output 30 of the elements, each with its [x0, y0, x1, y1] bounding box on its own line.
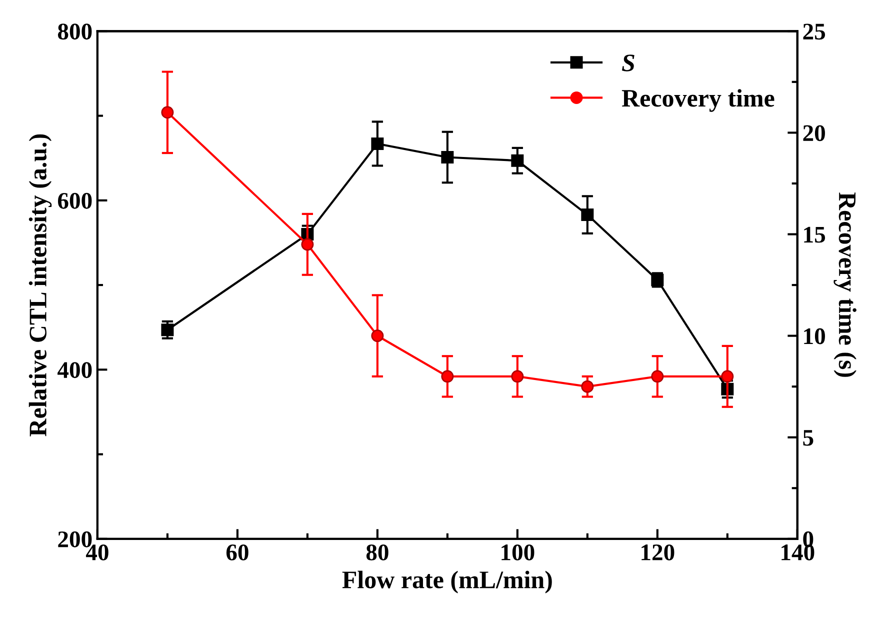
x-axis-title: Flow rate (mL/min)	[342, 570, 552, 594]
point	[301, 238, 314, 251]
y2-tick-label: 25	[803, 24, 826, 40]
y2-tick-label: 5	[803, 430, 814, 446]
point	[721, 370, 734, 383]
point	[371, 330, 384, 342]
point	[581, 208, 594, 222]
point	[441, 150, 454, 164]
point	[511, 154, 524, 167]
point	[371, 137, 384, 150]
y2-tick-label: 15	[804, 226, 826, 243]
y-tick-label: 600	[58, 192, 92, 209]
y2-tick-label: 10	[804, 328, 825, 344]
point	[441, 370, 454, 383]
y2-tick-label: 20	[803, 125, 825, 142]
x-tick-label: 100	[502, 544, 534, 560]
y-tick-label: 400	[58, 362, 92, 378]
point	[651, 370, 664, 383]
x-tick-label: 120	[642, 544, 674, 560]
y-tick-label: 800	[58, 24, 92, 40]
x-tick-label: 80	[366, 544, 388, 560]
y2-axis-title: Recovery time (s)	[834, 192, 856, 377]
point	[511, 370, 524, 383]
y-axis-title: Relative CTL intensity (a.u.)	[28, 134, 52, 436]
legend-label: Recovery time	[622, 89, 774, 112]
point	[161, 324, 174, 336]
x-tick-label: 60	[226, 544, 248, 560]
point	[581, 380, 594, 393]
point	[161, 106, 174, 119]
legend-label: S	[622, 54, 634, 72]
